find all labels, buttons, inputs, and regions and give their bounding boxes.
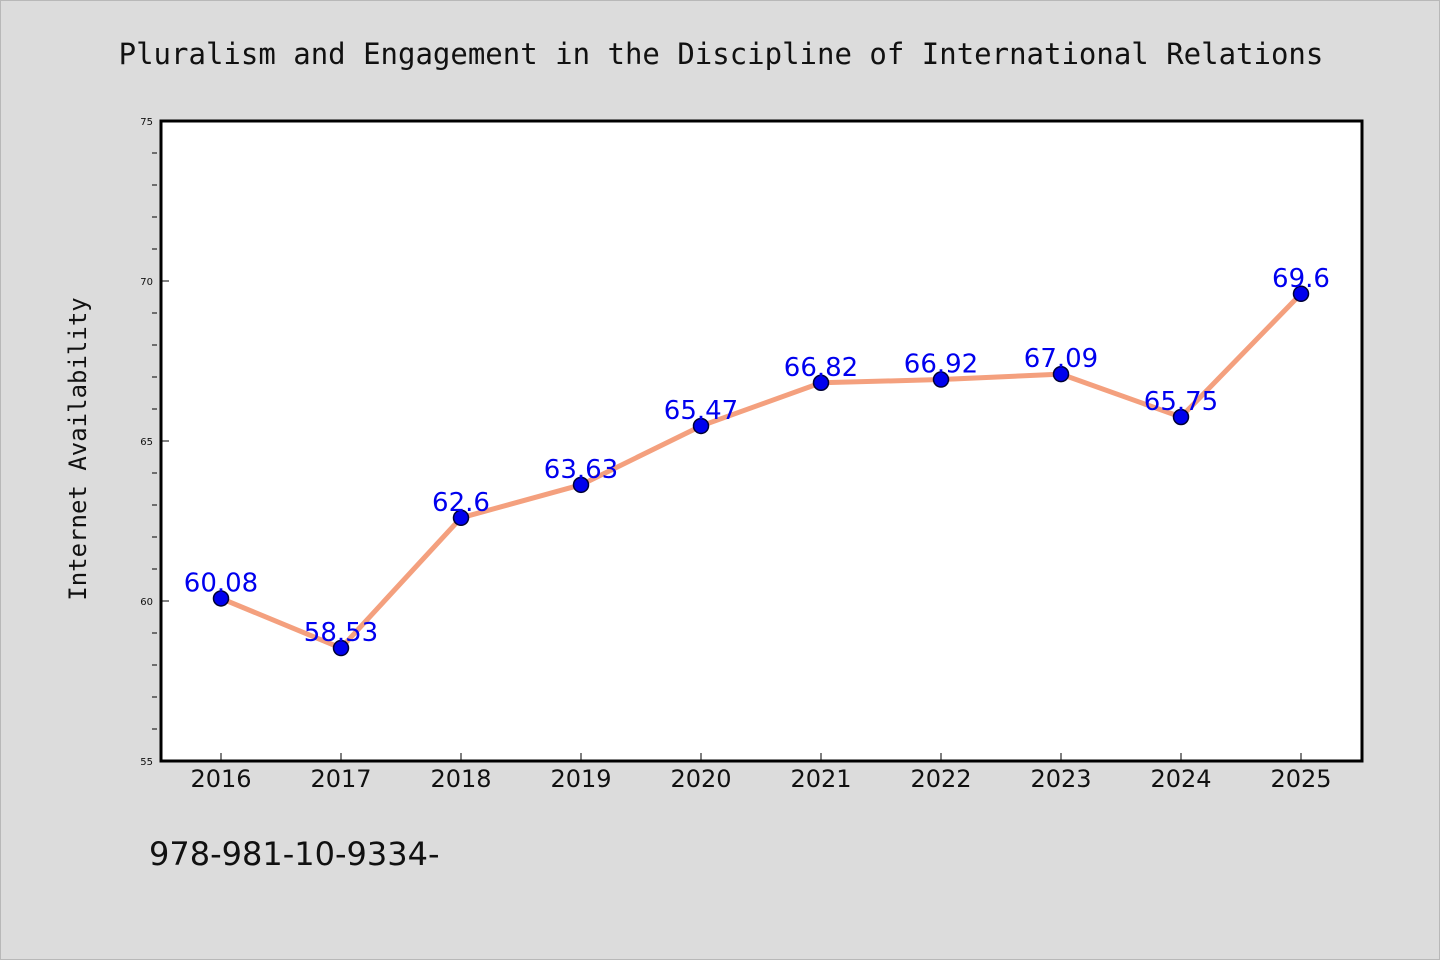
data-labels: 60.08 58.53 62.6 63.63 65.47 66.82 66.92 67.09 6…	[184, 264, 1330, 648]
data-label: 66.82	[784, 353, 858, 383]
data-points	[212, 285, 1310, 657]
y-tick-label: 70	[140, 277, 153, 288]
data-label: 62.6	[432, 488, 490, 518]
y-tick-label: 65	[140, 437, 153, 448]
data-point	[452, 509, 470, 527]
data-label: 69.6	[1272, 264, 1330, 294]
data-label: 67.09	[1024, 344, 1098, 374]
x-axis-ticks: 2016 2017 2018 2019 2020 2021 2022 2023 2024 2025	[190, 753, 1332, 793]
x-tick-label: 2022	[910, 765, 971, 793]
x-tick-label: 2019	[550, 765, 611, 793]
x-tick-label: 2020	[670, 765, 731, 793]
data-point	[812, 374, 830, 392]
data-point	[1292, 285, 1310, 303]
chart-title: Pluralism and Engagement in the Discipli…	[119, 37, 1324, 71]
data-label: 58.53	[304, 618, 378, 648]
data-label: 65.47	[664, 396, 738, 426]
x-tick-label: 2017	[310, 765, 371, 793]
series-line	[218, 291, 1304, 651]
data-point	[932, 371, 950, 388]
data-point	[332, 639, 350, 657]
y-tick-label: 75	[140, 117, 153, 128]
data-point	[212, 590, 230, 607]
data-point	[572, 476, 590, 494]
footer-isbn-text: 978-981-10-9334-	[149, 835, 440, 873]
data-point	[1172, 408, 1190, 426]
x-tick-label: 2023	[1030, 765, 1091, 793]
plot-area	[159, 119, 1364, 763]
y-axis-ticks: 55 60 65 70 75	[140, 117, 169, 768]
data-label: 66.92	[904, 350, 978, 380]
y-axis-label: Internet Availability	[64, 297, 92, 600]
x-tick-label: 2025	[1270, 765, 1331, 793]
y-tick-label: 55	[140, 757, 153, 768]
x-tick-label: 2021	[790, 765, 851, 793]
x-tick-label: 2024	[1150, 765, 1211, 793]
x-tick-label: 2018	[430, 765, 491, 793]
data-label: 63.63	[544, 455, 618, 485]
data-label: 65.75	[1144, 387, 1218, 417]
data-point	[1052, 365, 1070, 383]
y-tick-label: 60	[140, 597, 153, 608]
data-label: 60.08	[184, 568, 258, 598]
x-tick-label: 2016	[190, 765, 251, 793]
series-line-group	[218, 291, 1304, 651]
data-point	[692, 417, 710, 435]
